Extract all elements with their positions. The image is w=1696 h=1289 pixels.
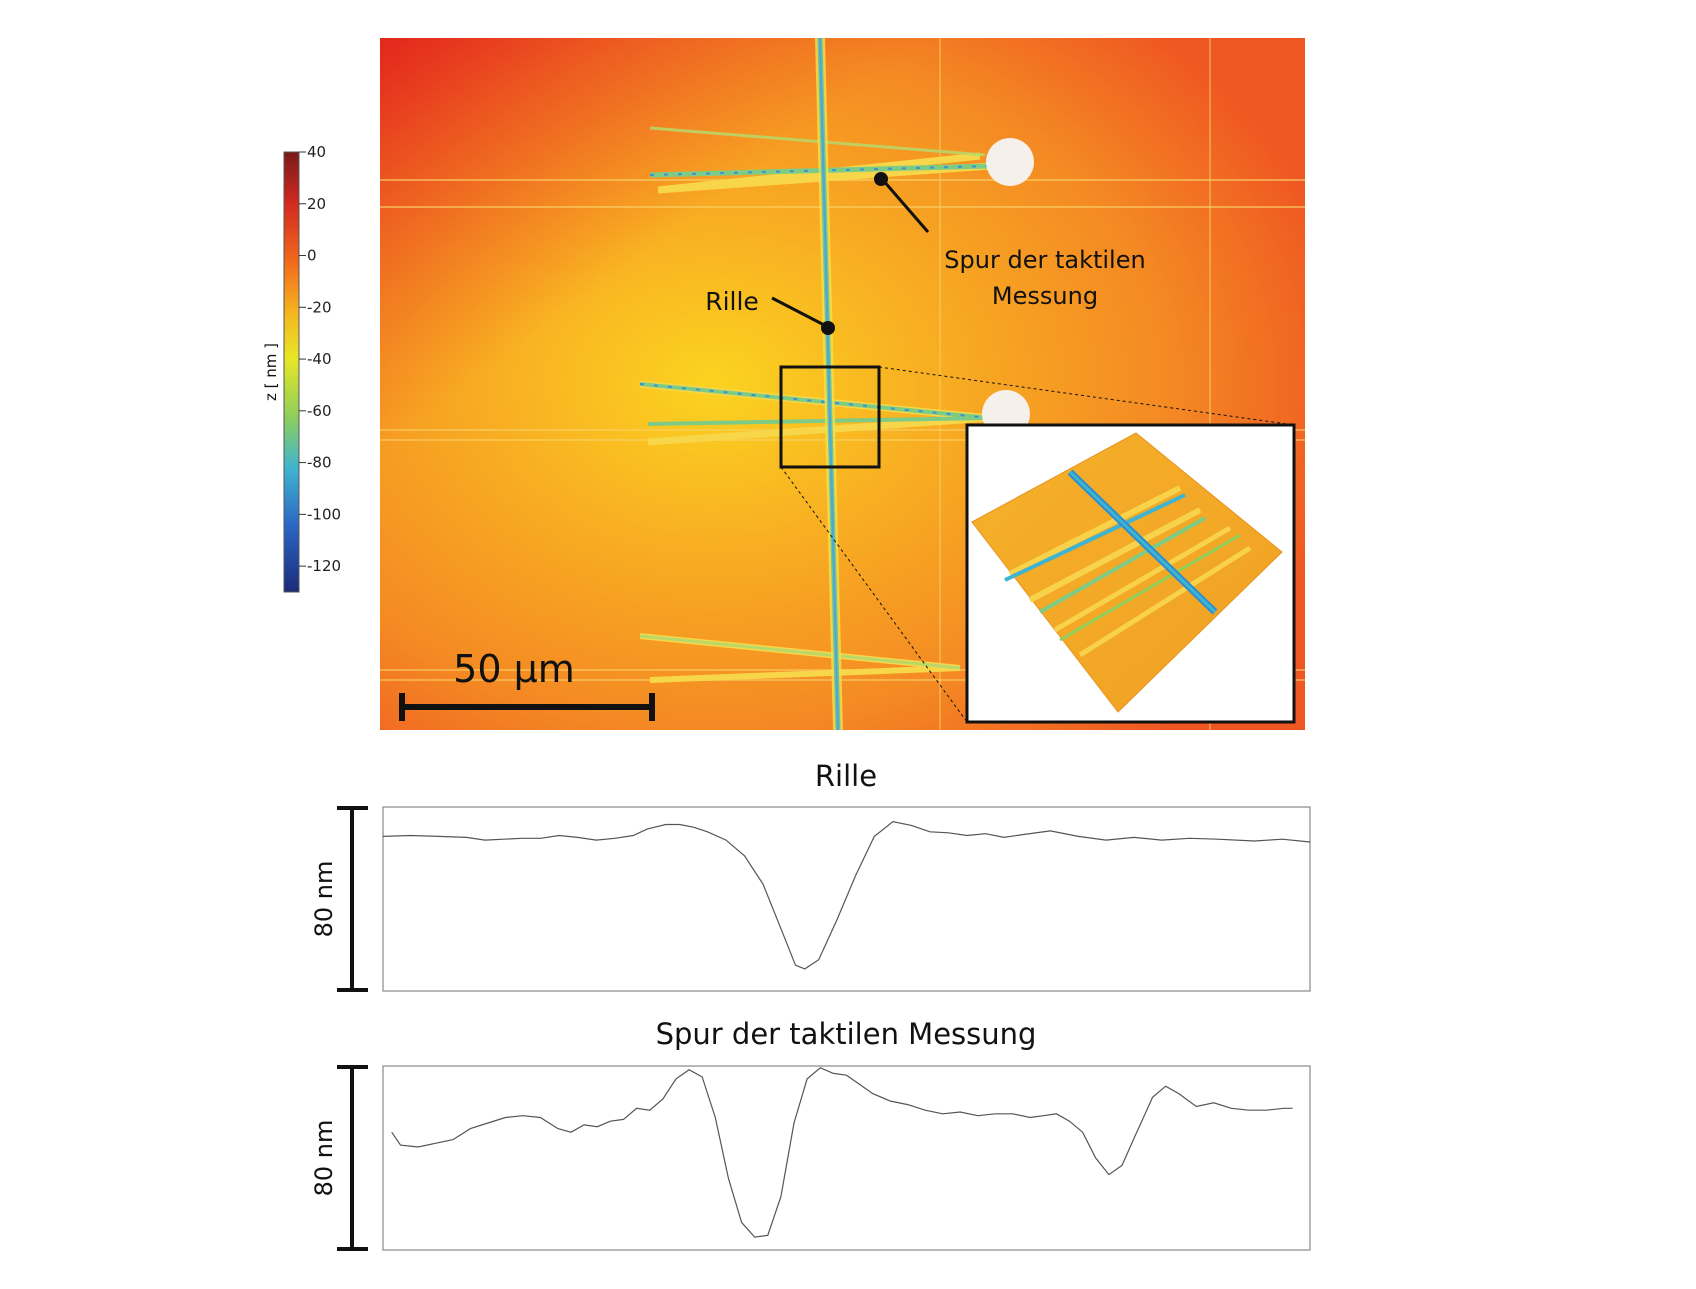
profile-groove-frame <box>382 806 1311 992</box>
groove-annotation-label: Rille <box>705 287 759 316</box>
zoom-connector-bottom <box>780 466 968 723</box>
colorbar-tick-label: -60 <box>307 402 332 420</box>
profile-tactile-curve <box>391 1067 1293 1238</box>
tactile-annotation-line2: Messung <box>992 282 1098 310</box>
profile-groove-scale-bar: 80 nm <box>310 806 368 992</box>
tactile-annotation-line1: Spur der taktilen <box>944 246 1145 274</box>
colorbar-tick-label: 40 <box>307 143 326 161</box>
groove-annotation: Rille <box>705 287 835 335</box>
reference-circle-1 <box>986 138 1034 186</box>
colorbar-tick-label: -40 <box>307 350 332 368</box>
profile-groove-scale-label: 80 nm <box>310 861 338 938</box>
colorbar-tick-label: -120 <box>307 557 341 575</box>
profile-tactile-title: Spur der taktilen Messung <box>656 1017 1037 1051</box>
scale-bar-label: 50 µm <box>453 647 575 691</box>
colorbar-tick-label: -80 <box>307 454 332 472</box>
profile-groove-title: Rille <box>815 759 877 793</box>
profile-tactile-scale-bar: 80 nm <box>310 1065 368 1251</box>
zoom-connector-top <box>878 366 1295 426</box>
profile-tactile-frame <box>382 1065 1311 1251</box>
colorbar-tick-label: -100 <box>307 505 341 523</box>
tactile-annotation: Spur der taktilen Messung <box>874 172 1146 310</box>
colorbar-tick-label: 20 <box>307 195 326 213</box>
height-map-image: 50 µm Rille Spur der taktilen Messung <box>380 38 1305 730</box>
scale-bar: 50 µm <box>399 647 655 721</box>
colorbar-gradient <box>283 151 300 593</box>
zoom-box <box>779 365 881 469</box>
3d-surface-inset <box>965 423 1296 724</box>
3d-surface-icon <box>971 432 1283 713</box>
tactile-track-3 <box>639 633 961 683</box>
colorbar-tick-label: -20 <box>307 298 332 316</box>
profile-groove: Rille 80 nm <box>310 759 1311 992</box>
profile-groove-curve <box>382 821 1311 970</box>
colorbar-tick-label: 0 <box>307 247 317 265</box>
colorbar-axis-label: z [ nm ] <box>262 343 280 401</box>
groove-line <box>815 38 843 730</box>
profile-tactile-scale-label: 80 nm <box>310 1120 338 1197</box>
tactile-track-2 <box>639 380 991 446</box>
colorbar: 40 20 0 -20 -40 -60 -80 -100 -120 z [ nm ] <box>262 143 341 593</box>
profile-tactile: Spur der taktilen Messung 80 nm <box>310 1017 1311 1251</box>
